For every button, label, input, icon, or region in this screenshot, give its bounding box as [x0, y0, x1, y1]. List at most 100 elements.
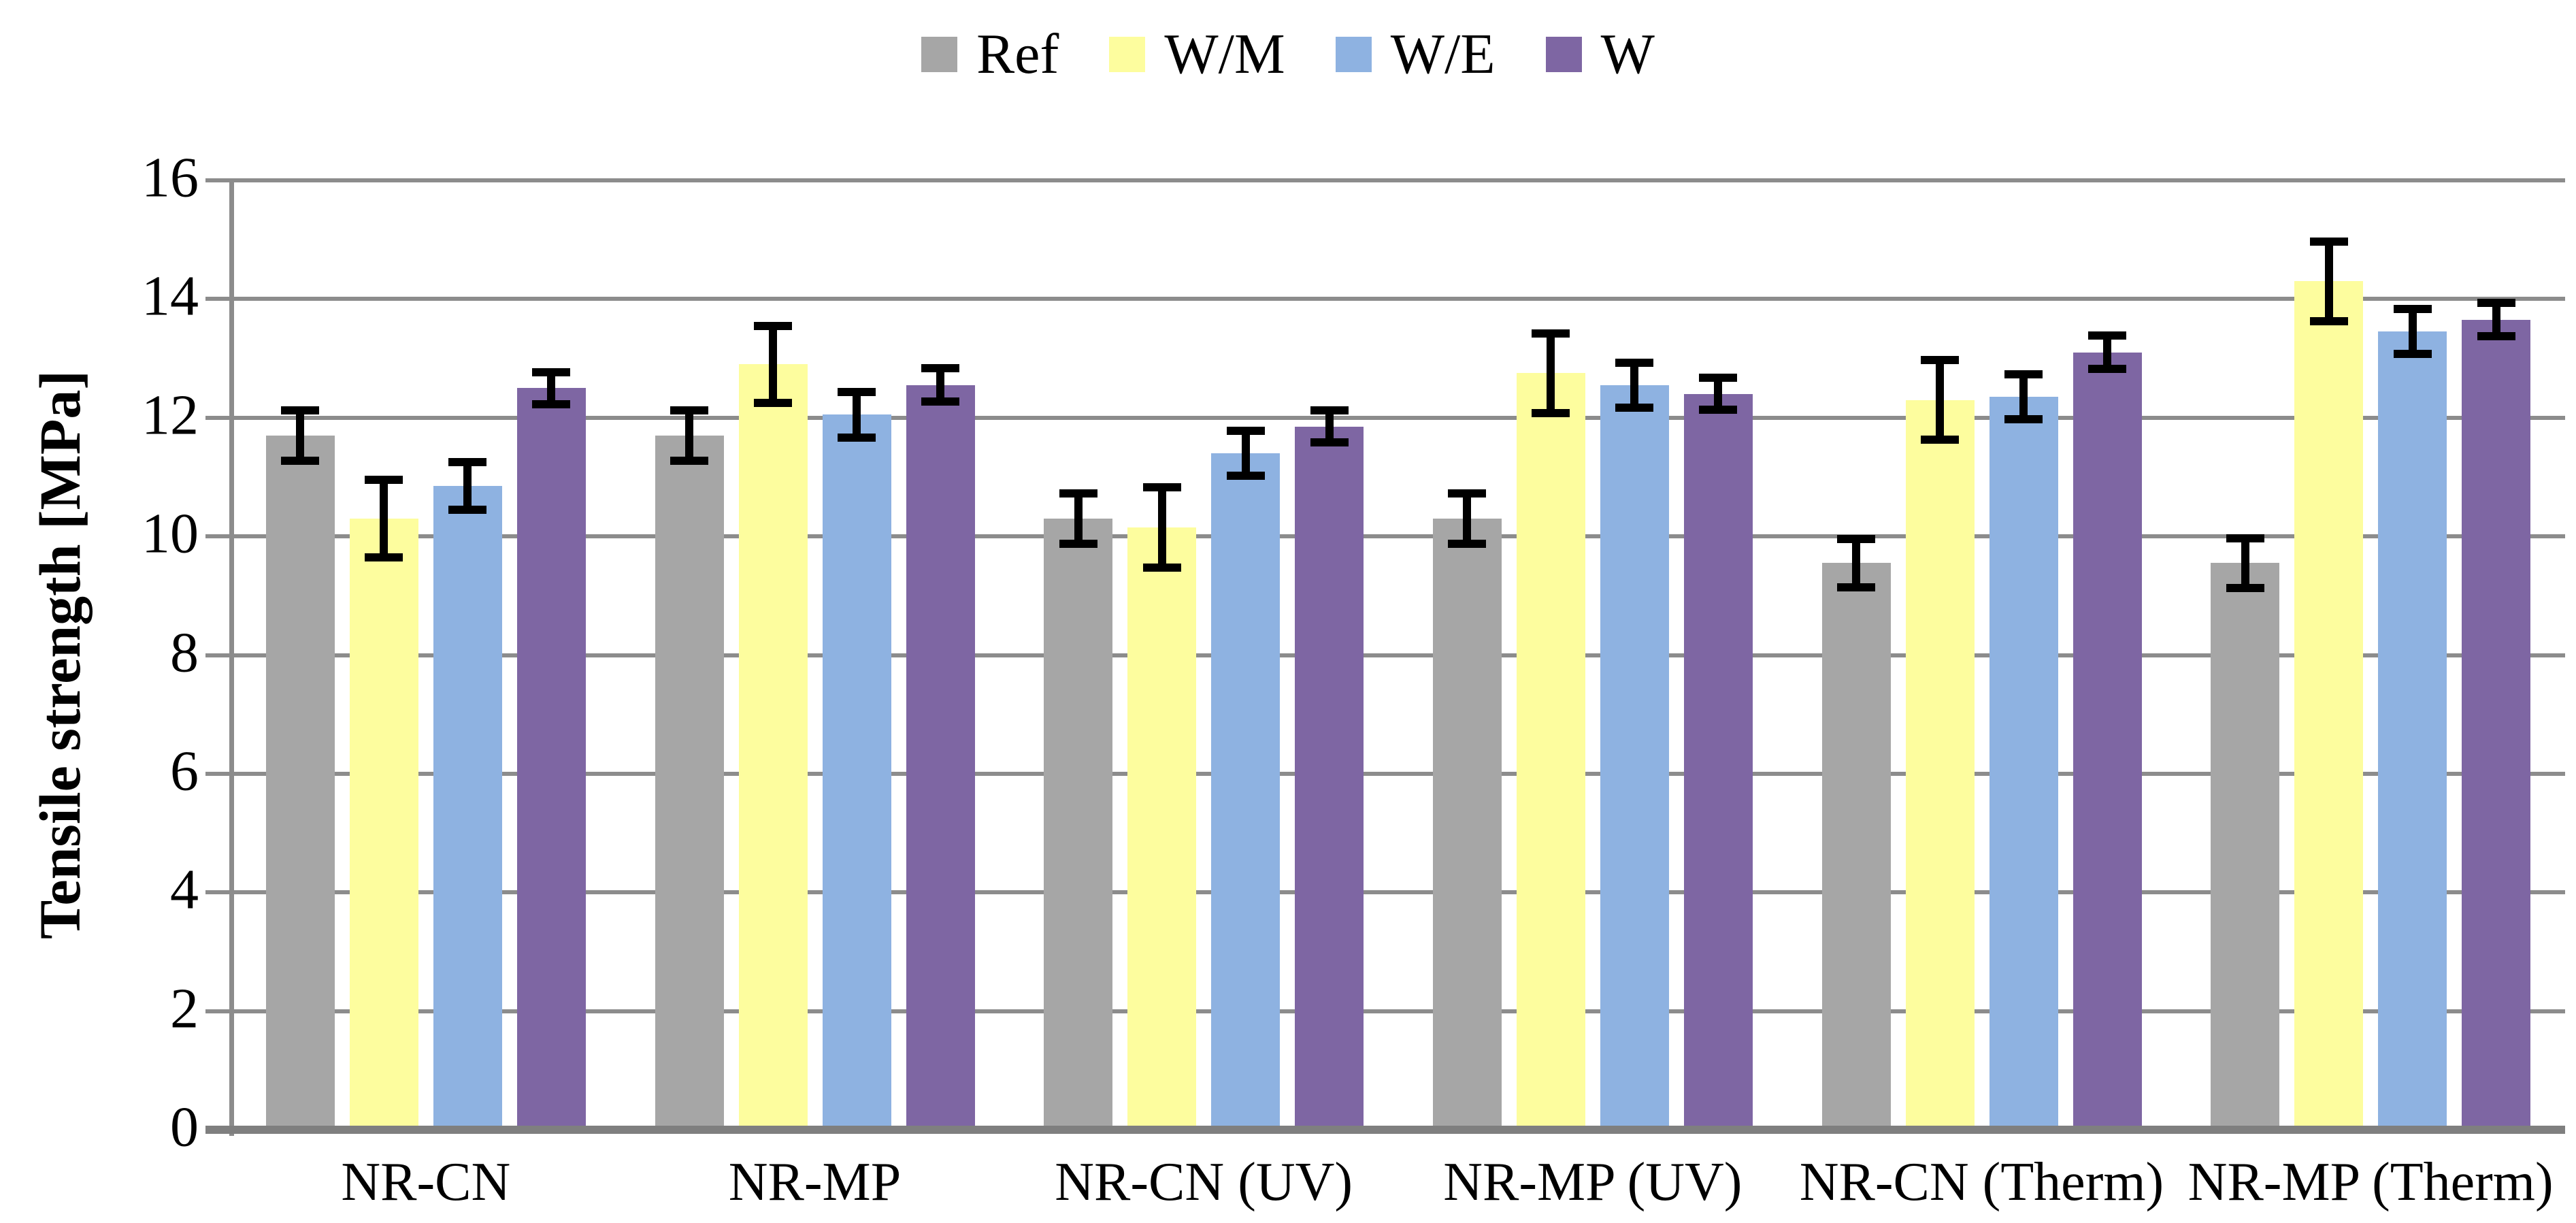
error-cap-top-W-NR-MP (UV) — [1699, 374, 1738, 382]
error-bar-W-NR-MP (Therm) — [2492, 303, 2500, 337]
error-cap-bottom-W-NR-CN (Therm) — [2088, 365, 2126, 374]
y-tickmark-10 — [205, 534, 231, 539]
error-cap-top-W/E-NR-CN — [448, 458, 487, 467]
error-cap-bottom-W/E-NR-MP (UV) — [1615, 403, 1654, 412]
error-cap-bottom-W/E-NR-CN (UV) — [1226, 472, 1265, 480]
error-cap-bottom-W/M-NR-CN (Therm) — [1921, 436, 1959, 444]
x-category-label-NR-CN (UV): NR-CN (UV) — [1055, 1152, 1353, 1212]
bar-Ref-NR-MP (UV) — [1432, 518, 1502, 1130]
error-cap-bottom-W-NR-CN — [532, 399, 571, 408]
error-bar-W-NR-CN (UV) — [1325, 410, 1334, 443]
bar-Ref-NR-CN (UV) — [1044, 518, 1113, 1130]
error-cap-bottom-W/M-NR-MP — [754, 398, 792, 407]
y-tick-label-6: 6 — [170, 739, 199, 803]
error-bar-W/E-NR-MP (Therm) — [2408, 309, 2417, 355]
legend-label-W/E: W/E — [1390, 22, 1496, 86]
legend-item-W: W — [1545, 22, 1655, 86]
legend-label-Ref: Ref — [976, 22, 1059, 86]
error-cap-bottom-W/M-NR-MP (Therm) — [2309, 316, 2348, 325]
y-tick-label-8: 8 — [170, 621, 199, 685]
error-cap-top-W/E-NR-MP (UV) — [1615, 358, 1654, 367]
bar-Ref-NR-CN — [265, 435, 335, 1130]
bar-W/E-NR-MP (Therm) — [2378, 331, 2447, 1130]
y-axis-line — [229, 178, 234, 1136]
error-bar-W/E-NR-CN — [463, 462, 472, 510]
y-tick-label-16: 16 — [142, 146, 199, 210]
error-cap-bottom-W/E-NR-CN (Therm) — [2004, 415, 2043, 424]
gridline-6 — [231, 771, 2565, 776]
error-cap-top-W/M-NR-CN (UV) — [1142, 483, 1181, 491]
gridline-8 — [231, 653, 2565, 657]
error-cap-top-W/M-NR-MP (UV) — [1532, 329, 1570, 338]
error-cap-bottom-W/M-NR-MP (UV) — [1532, 408, 1570, 417]
legend-item-W/M: W/M — [1109, 26, 1285, 83]
legend-swatch-W/E — [1335, 37, 1372, 72]
error-bar-W/M-NR-MP (UV) — [1547, 333, 1555, 413]
legend-swatch-W/M — [1109, 37, 1146, 72]
error-cap-top-W/M-NR-MP — [754, 321, 792, 330]
x-category-label-NR-MP: NR-MP — [728, 1152, 902, 1212]
error-cap-bottom-Ref-NR-MP (UV) — [1448, 539, 1487, 548]
error-cap-top-Ref-NR-CN (UV) — [1059, 489, 1097, 498]
y-tick-label-4: 4 — [170, 858, 199, 922]
error-bar-W/M-NR-MP — [769, 325, 777, 403]
y-tick-label-0: 0 — [170, 1095, 199, 1159]
bar-Ref-NR-MP (Therm) — [2211, 563, 2280, 1130]
error-cap-bottom-W/E-NR-MP — [838, 433, 876, 442]
error-cap-bottom-Ref-NR-CN — [281, 456, 320, 465]
error-cap-bottom-Ref-NR-CN (UV) — [1059, 539, 1097, 548]
error-cap-bottom-W/E-NR-MP (Therm) — [2393, 350, 2432, 359]
error-bar-W/E-NR-MP — [853, 392, 861, 438]
y-axis-title: Tensile strength [MPa] — [27, 370, 93, 940]
y-tickmark-14 — [205, 297, 231, 301]
y-tick-label-14: 14 — [142, 265, 199, 329]
error-cap-top-Ref-NR-MP — [670, 406, 708, 415]
legend-label-W/M: W/M — [1164, 22, 1285, 86]
legend-label-W: W — [1600, 22, 1655, 86]
bar-W/E-NR-MP — [822, 414, 891, 1130]
error-cap-top-Ref-NR-MP (UV) — [1448, 489, 1487, 498]
error-cap-top-W-NR-CN — [532, 368, 571, 376]
error-bar-W/E-NR-CN (Therm) — [2019, 374, 2028, 420]
bar-Ref-NR-MP — [655, 435, 724, 1130]
legend-item-Ref: Ref — [921, 26, 1059, 83]
error-bar-W-NR-CN (Therm) — [2103, 336, 2111, 370]
x-category-label-NR-MP (Therm): NR-MP (Therm) — [2187, 1152, 2554, 1212]
error-bar-W/M-NR-CN — [380, 480, 389, 557]
gridline-16 — [231, 178, 2565, 182]
x-axis-line — [205, 1126, 2565, 1134]
error-cap-bottom-Ref-NR-MP (Therm) — [2226, 583, 2264, 592]
error-cap-top-W-NR-CN (Therm) — [2088, 331, 2126, 340]
error-bar-W-NR-MP — [936, 368, 944, 402]
gridline-10 — [231, 534, 2565, 539]
error-cap-bottom-W/M-NR-CN (UV) — [1142, 564, 1181, 572]
error-cap-top-Ref-NR-CN (Therm) — [1837, 534, 1875, 543]
error-cap-top-W-NR-MP — [921, 364, 959, 373]
error-cap-bottom-W-NR-MP (UV) — [1699, 406, 1738, 414]
error-bar-W-NR-MP (UV) — [1714, 378, 1723, 410]
error-cap-bottom-W-NR-MP (Therm) — [2477, 332, 2515, 341]
error-cap-top-W/E-NR-MP — [838, 388, 876, 397]
bar-W/M-NR-CN (Therm) — [1905, 399, 1975, 1130]
y-tickmark-4 — [205, 890, 231, 895]
error-cap-top-W-NR-CN (UV) — [1310, 406, 1349, 415]
error-bar-Ref-NR-CN — [296, 410, 305, 461]
error-cap-bottom-W-NR-CN (UV) — [1310, 438, 1349, 447]
y-tickmark-12 — [205, 415, 231, 420]
error-cap-top-Ref-NR-MP (Therm) — [2226, 534, 2264, 542]
chart-legend: Ref W/M W/E W — [0, 7, 2576, 102]
y-tick-label-10: 10 — [142, 502, 199, 566]
error-cap-bottom-Ref-NR-MP — [670, 456, 708, 465]
bar-W-NR-CN (UV) — [1295, 426, 1364, 1130]
error-bar-W/E-NR-MP (UV) — [1630, 362, 1639, 408]
gridline-14 — [231, 297, 2565, 301]
error-cap-top-W/M-NR-MP (Therm) — [2309, 237, 2348, 246]
error-bar-Ref-NR-MP (UV) — [1463, 493, 1472, 544]
bar-W/M-NR-MP — [738, 364, 808, 1130]
error-cap-top-W/E-NR-CN (Therm) — [2004, 370, 2043, 379]
error-bar-W/E-NR-CN (UV) — [1241, 430, 1250, 476]
bar-W-NR-CN — [516, 388, 586, 1130]
error-cap-top-W/E-NR-MP (Therm) — [2393, 305, 2432, 314]
y-tickmark-16 — [205, 178, 231, 182]
